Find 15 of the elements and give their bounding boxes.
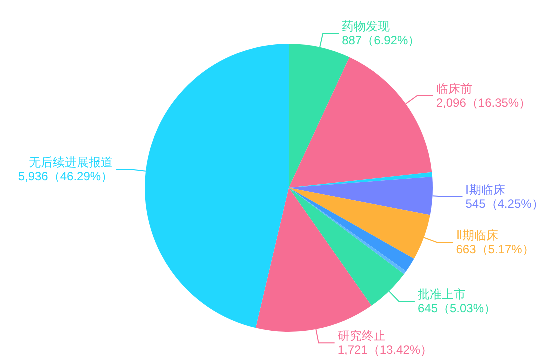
data-label: 887（6.92%） xyxy=(342,34,420,48)
slice-label: 批准上市 xyxy=(418,287,466,302)
data-label: 5,936（46.29%） xyxy=(18,170,114,184)
data-label: 645（5.03%） xyxy=(418,301,496,316)
slice-label: 无后续进展报道 xyxy=(29,156,114,170)
pie-slice xyxy=(289,172,433,188)
slice-label: Ⅱ期临床 xyxy=(456,228,498,243)
data-label: 2,096（16.35%） xyxy=(436,96,532,110)
slice-label: 临床前 xyxy=(436,82,472,96)
slice-label: 研究终止 xyxy=(338,329,386,344)
data-label: 545（4.25%） xyxy=(466,196,543,211)
slice-label: Ⅰ期临床 xyxy=(466,182,506,197)
data-label: 663（5.17%） xyxy=(456,242,534,257)
slice-label: 药物发现 xyxy=(342,20,390,34)
data-label: 1,721（13.42%） xyxy=(338,343,433,358)
